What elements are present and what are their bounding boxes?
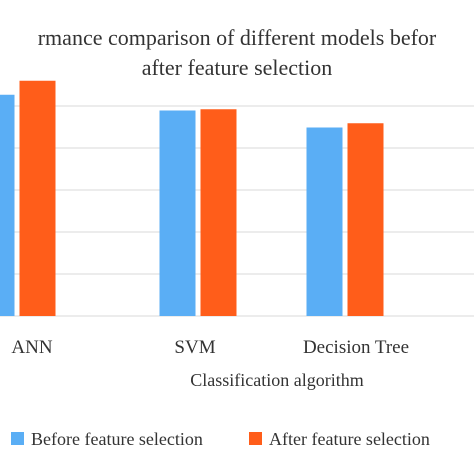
- legend[interactable]: Before feature selection After feature se…: [11, 429, 430, 449]
- chart-title: rmance comparison of different models be…: [38, 25, 437, 80]
- chart-title-line-1: rmance comparison of different models be…: [38, 25, 437, 50]
- legend-swatch-after: [249, 432, 262, 445]
- legend-swatch-before: [11, 432, 24, 445]
- legend-item-after[interactable]: After feature selection: [249, 429, 430, 449]
- x-tick-decision-tree: Decision Tree: [303, 337, 409, 358]
- gridlines: [0, 105, 474, 317]
- legend-item-before[interactable]: Before feature selection: [11, 429, 203, 449]
- x-axis-label: Classification algorithm: [190, 370, 363, 390]
- bar-svm-after: [200, 109, 237, 316]
- bar-svm-before: [159, 110, 196, 316]
- chart-title-line-2: after feature selection: [142, 55, 333, 80]
- bar-ann-after: [19, 80, 56, 316]
- bar-decision-tree-before: [306, 127, 343, 316]
- bar-decision-tree-after: [347, 123, 384, 316]
- legend-label-after: After feature selection: [269, 429, 430, 449]
- x-tick-svm: SVM: [174, 337, 215, 358]
- bars: [0, 80, 384, 316]
- x-tick-ann: ANN: [11, 337, 52, 358]
- x-tick-labels: ANN SVM Decision Tree: [11, 337, 409, 358]
- legend-label-before: Before feature selection: [31, 429, 203, 449]
- bar-ann-before: [0, 94, 15, 316]
